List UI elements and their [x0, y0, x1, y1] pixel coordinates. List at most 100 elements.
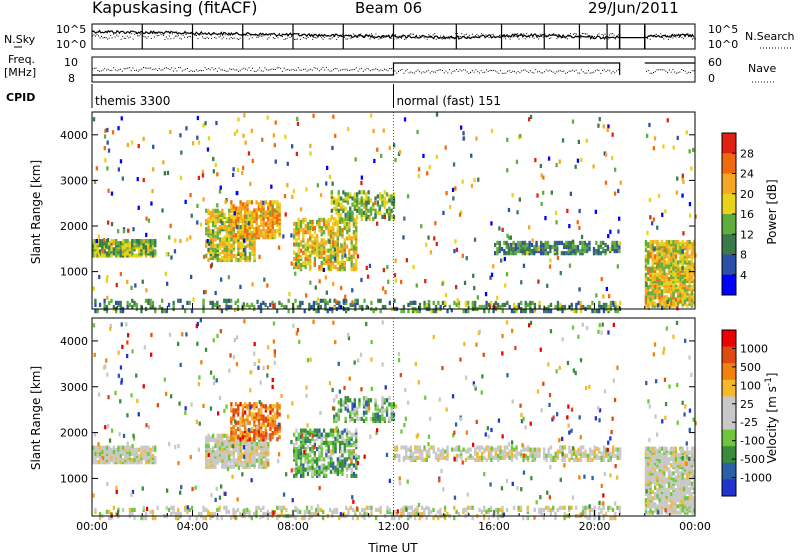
- echo-cell: [379, 408, 382, 413]
- echo-cell: [345, 244, 349, 249]
- echo-cell: [644, 287, 648, 292]
- echo-cell: [341, 459, 344, 464]
- scatter-cell: [106, 166, 109, 171]
- echo-cell: [530, 251, 534, 256]
- echo-cell: [248, 433, 251, 438]
- nave-point: [547, 70, 549, 72]
- scatter-cell: [548, 264, 552, 269]
- echo-cell: [241, 229, 244, 234]
- echo-cell: [117, 445, 120, 450]
- echo-cell: [611, 240, 614, 245]
- echo-cell: [374, 208, 377, 213]
- nave-point: [243, 67, 245, 69]
- nave-point: [199, 69, 201, 71]
- echo-cell: [425, 449, 428, 454]
- echo-cell: [679, 256, 682, 261]
- nave-point: [278, 67, 280, 69]
- echo-cell: [94, 298, 97, 303]
- echo-cell: [376, 210, 379, 215]
- echo-cell: [269, 233, 272, 238]
- echo-cell: [316, 436, 319, 441]
- echo-cell: [683, 270, 687, 275]
- nave-point: [413, 72, 415, 74]
- echo-cell: [244, 202, 247, 207]
- echo-cell: [369, 206, 373, 211]
- nsearch-point: [518, 38, 520, 40]
- scatter-cell: [604, 180, 608, 185]
- echo-cell: [581, 251, 584, 256]
- echo-cell: [441, 447, 445, 452]
- echo-cell: [239, 218, 242, 223]
- noise-right-bottom: 10^0: [708, 38, 738, 51]
- echo-cell: [101, 449, 104, 454]
- echo-cell: [276, 406, 279, 411]
- nsearch-point: [645, 36, 647, 38]
- nave-point: [410, 71, 412, 73]
- scatter-cell: [206, 147, 210, 152]
- scatter-cell: [386, 265, 389, 270]
- scatter-cell: [119, 272, 122, 277]
- echo-cell: [332, 244, 335, 249]
- scatter-cell: [212, 169, 215, 174]
- echo-cell: [414, 449, 417, 454]
- echo-cell: [202, 309, 205, 314]
- echo-cell: [255, 458, 258, 463]
- echo-cell: [214, 237, 217, 242]
- scatter-cell: [214, 290, 217, 296]
- echo-cell: [172, 300, 175, 305]
- nsearch-point: [438, 37, 440, 39]
- scatter-cell: [327, 266, 331, 271]
- echo-cell: [96, 460, 99, 465]
- echo-cell: [677, 239, 680, 245]
- nave-point: [522, 69, 524, 71]
- echo-cell: [510, 445, 514, 450]
- echo-cell: [216, 235, 219, 240]
- nsearch-point: [349, 37, 351, 39]
- echo-cell: [235, 446, 238, 451]
- nsearch-point: [125, 37, 127, 39]
- echo-cell: [549, 244, 552, 250]
- scatter-cell: [613, 191, 617, 196]
- echo-cell: [339, 216, 343, 222]
- scatter-cell: [344, 253, 347, 258]
- scatter-cell: [594, 209, 597, 214]
- nave-point: [433, 71, 435, 73]
- echo-cell: [207, 458, 210, 463]
- nsearch-point: [93, 34, 95, 36]
- echo-cell: [119, 249, 122, 254]
- echo-cell: [149, 302, 152, 307]
- echo-cell: [663, 295, 666, 300]
- nsearch-point: [146, 37, 148, 39]
- echo-cell: [560, 240, 563, 245]
- nsearch-point: [666, 36, 668, 38]
- echo-cell: [103, 302, 106, 307]
- echo-cell: [248, 210, 251, 215]
- echo-cell: [232, 442, 235, 447]
- nsearch-point: [443, 38, 445, 39]
- echo-cell: [304, 224, 307, 229]
- echo-cell: [255, 416, 258, 421]
- echo-cell: [663, 278, 666, 284]
- scatter-cell: [261, 137, 264, 142]
- echo-cell: [278, 229, 281, 234]
- nsearch-point: [514, 33, 516, 35]
- scatter-cell: [473, 237, 477, 242]
- nave-point: [294, 69, 296, 71]
- echo-cell: [325, 240, 328, 245]
- echo-cell: [372, 309, 375, 314]
- echo-cell: [651, 252, 654, 257]
- nsearch-point: [646, 38, 648, 40]
- echo-cell: [232, 233, 235, 238]
- echo-cell: [322, 440, 326, 445]
- echo-cell: [276, 222, 279, 227]
- echo-cell: [212, 221, 215, 226]
- echo-cell: [138, 241, 141, 246]
- scatter-cell: [104, 128, 107, 133]
- echo-cell: [149, 460, 152, 465]
- echo-cell: [339, 447, 342, 452]
- scatter-cell: [506, 168, 509, 173]
- scatter-cell: [331, 181, 334, 186]
- scatter-cell: [185, 126, 188, 131]
- echo-cell: [492, 309, 495, 314]
- echo-cell: [316, 234, 319, 239]
